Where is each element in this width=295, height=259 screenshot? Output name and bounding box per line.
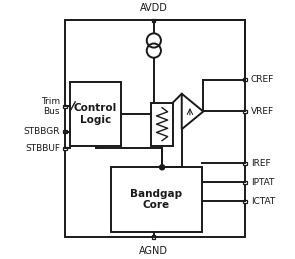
Text: AGND: AGND — [139, 246, 168, 256]
Bar — [111, 167, 202, 232]
Bar — [63, 147, 67, 150]
Text: STBBUF: STBBUF — [25, 144, 60, 153]
Text: ICTAT: ICTAT — [251, 197, 275, 206]
Bar — [151, 103, 173, 146]
Circle shape — [160, 165, 165, 170]
Text: IPTAT: IPTAT — [251, 178, 274, 187]
Text: Bandgap
Core: Bandgap Core — [130, 189, 182, 210]
Bar — [65, 20, 245, 237]
Text: CREF: CREF — [251, 75, 274, 84]
Text: IREF: IREF — [251, 159, 270, 168]
Text: STBBGR: STBBGR — [24, 127, 60, 136]
Text: Control
Logic: Control Logic — [74, 103, 117, 125]
Bar — [63, 130, 67, 133]
Text: VREF: VREF — [251, 107, 274, 116]
Bar — [70, 82, 121, 146]
Bar — [243, 162, 247, 165]
Text: AVDD: AVDD — [140, 3, 168, 13]
Bar — [152, 19, 155, 22]
Bar — [152, 235, 155, 239]
Bar — [243, 110, 247, 113]
Bar — [243, 200, 247, 203]
Bar — [243, 78, 247, 81]
Text: Trim
Bus: Trim Bus — [41, 97, 60, 116]
Bar — [243, 181, 247, 184]
Bar — [63, 105, 67, 108]
